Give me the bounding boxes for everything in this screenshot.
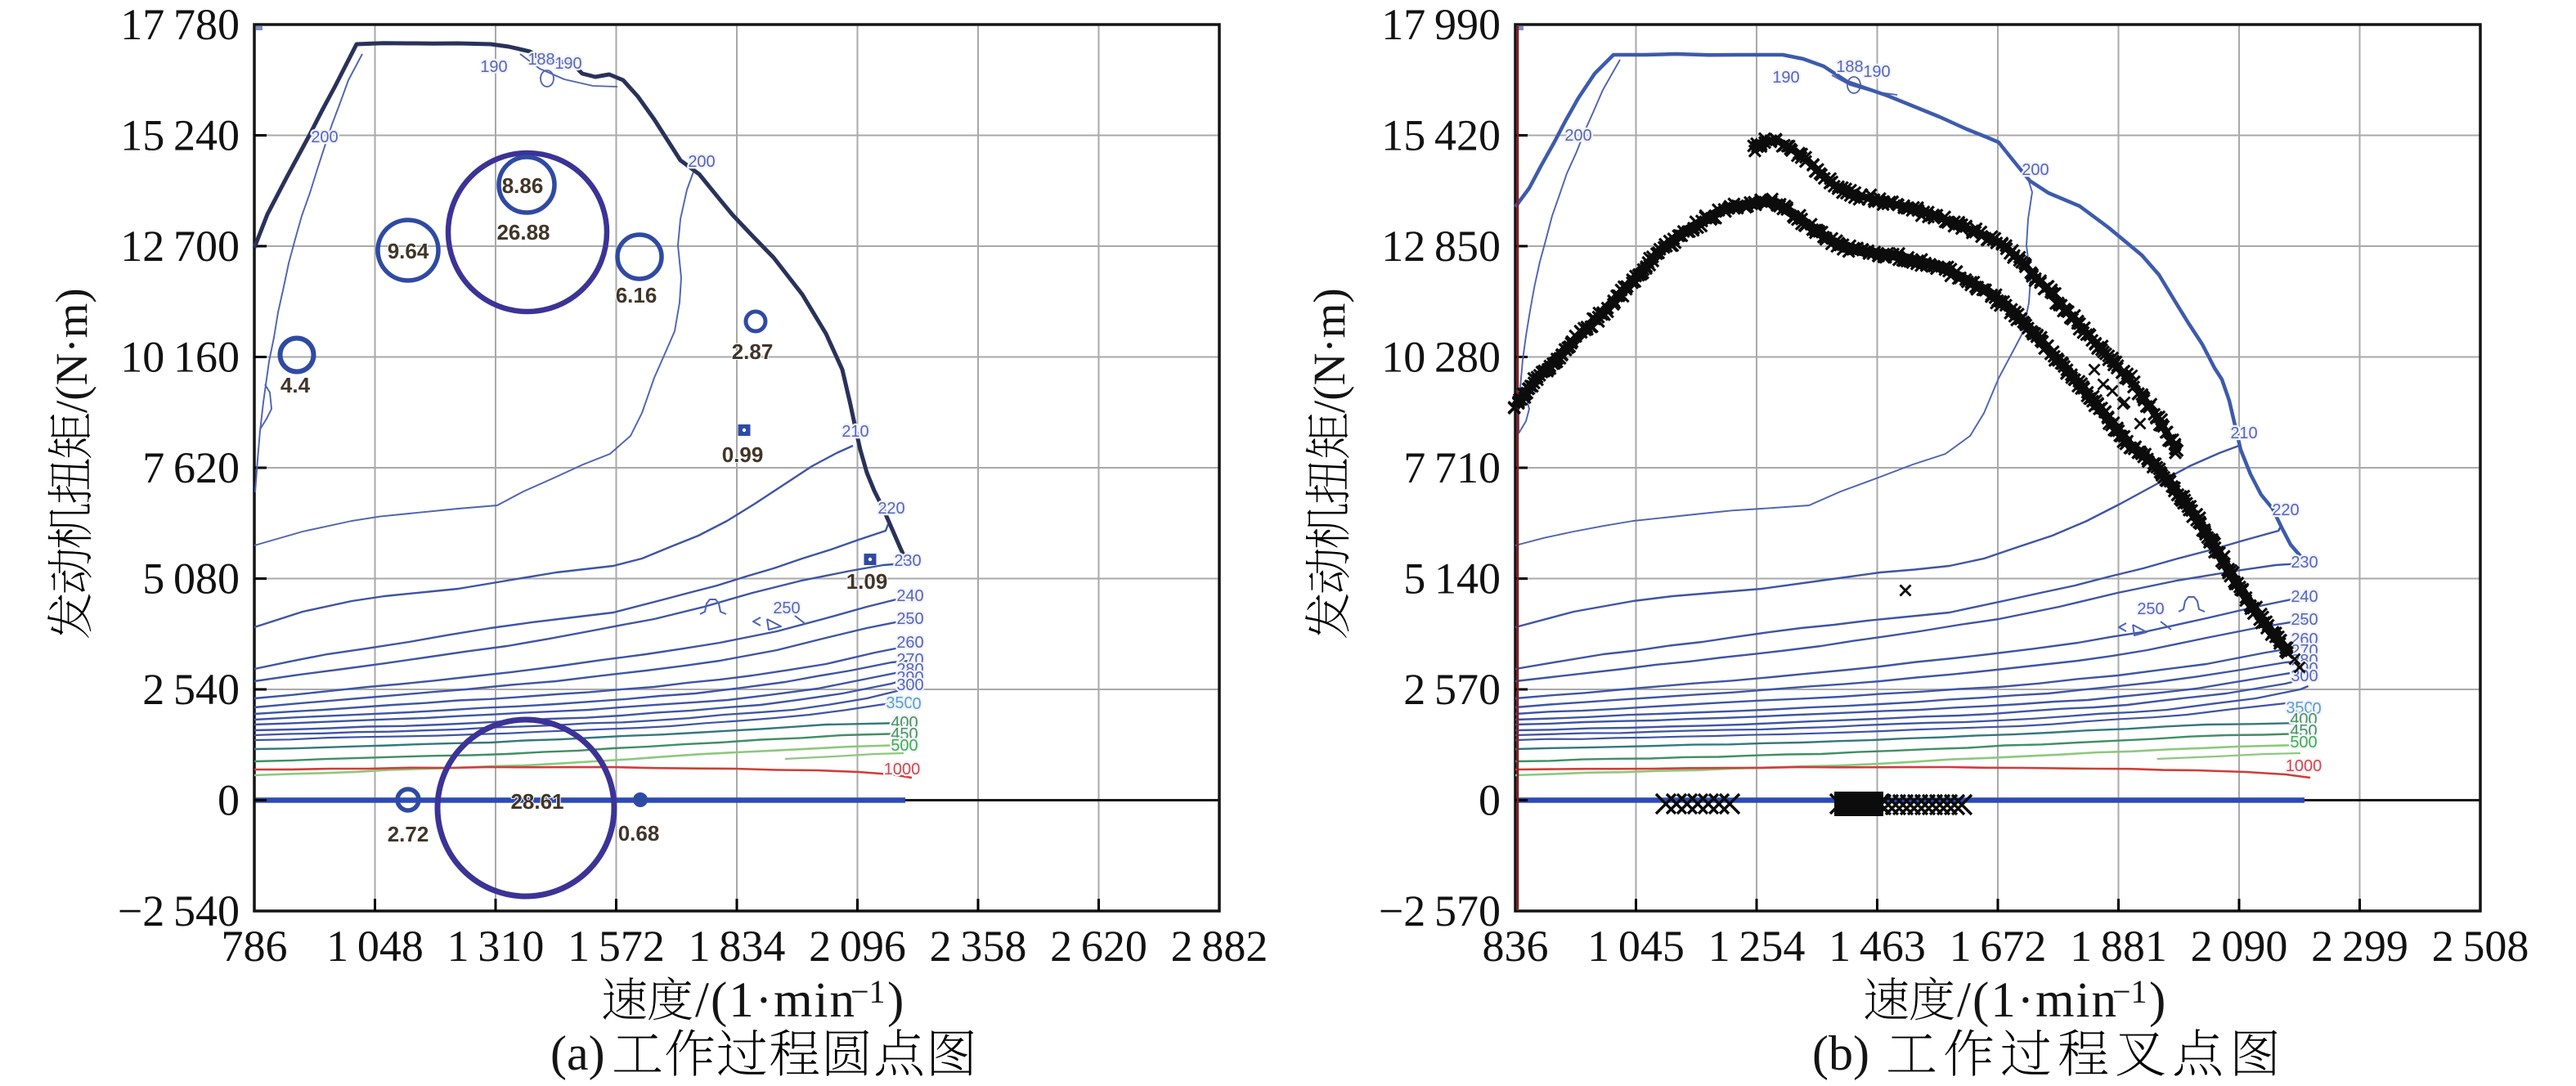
svg-text:250: 250 bbox=[2137, 600, 2164, 618]
svg-text:8.86: 8.86 bbox=[502, 173, 544, 198]
svg-text:12 700: 12 700 bbox=[120, 222, 240, 271]
svg-text:188: 188 bbox=[527, 51, 554, 69]
svg-text:190: 190 bbox=[554, 55, 581, 73]
svg-text:280: 280 bbox=[896, 661, 923, 679]
svg-text:0.99: 0.99 bbox=[722, 442, 764, 467]
svg-text:220: 220 bbox=[2272, 501, 2299, 519]
svg-text:260: 260 bbox=[2291, 631, 2318, 648]
svg-text:0: 0 bbox=[218, 776, 240, 825]
svg-text:230: 230 bbox=[2291, 554, 2318, 572]
svg-text:2.72: 2.72 bbox=[388, 822, 429, 846]
svg-text:17 990: 17 990 bbox=[1381, 0, 1501, 49]
svg-text:1 834: 1 834 bbox=[689, 922, 786, 971]
svg-text:12 850: 12 850 bbox=[1381, 222, 1501, 271]
svg-text:5 080: 5 080 bbox=[142, 554, 240, 604]
svg-text:2.87: 2.87 bbox=[732, 339, 774, 364]
svg-text:7 620: 7 620 bbox=[142, 443, 240, 492]
svg-text:−2 540: −2 540 bbox=[118, 886, 240, 936]
svg-text:−1: −1 bbox=[850, 973, 886, 1010]
svg-text:290: 290 bbox=[896, 669, 923, 687]
svg-text:1.09: 1.09 bbox=[846, 569, 888, 594]
svg-text:): ) bbox=[887, 973, 904, 1028]
svg-text:2 299: 2 299 bbox=[2311, 922, 2408, 971]
svg-text:/(N·m): /(N·m) bbox=[1304, 288, 1354, 413]
svg-text:2 508: 2 508 bbox=[2432, 922, 2529, 971]
svg-text:10 160: 10 160 bbox=[120, 333, 240, 382]
svg-text:15 420: 15 420 bbox=[1381, 111, 1501, 160]
svg-text:350: 350 bbox=[886, 694, 913, 712]
svg-text:10 280: 10 280 bbox=[1381, 333, 1501, 382]
svg-text:4.4: 4.4 bbox=[280, 373, 311, 397]
svg-text:190: 190 bbox=[480, 58, 507, 76]
svg-text:2 540: 2 540 bbox=[142, 665, 240, 714]
svg-text:28.61: 28.61 bbox=[510, 789, 563, 814]
svg-text:7 710: 7 710 bbox=[1403, 443, 1501, 492]
svg-text:): ) bbox=[2149, 973, 2165, 1028]
svg-text:1000: 1000 bbox=[2286, 757, 2322, 775]
svg-text:350: 350 bbox=[2286, 699, 2313, 717]
svg-text:836: 836 bbox=[1483, 922, 1549, 971]
svg-text:200: 200 bbox=[2022, 161, 2049, 179]
svg-text:2 882: 2 882 bbox=[1171, 922, 1268, 971]
svg-text:260: 260 bbox=[896, 634, 923, 652]
svg-text:1 254: 1 254 bbox=[1708, 922, 1806, 971]
svg-text:2 620: 2 620 bbox=[1050, 922, 1147, 971]
svg-text:1 310: 1 310 bbox=[447, 922, 545, 971]
svg-text:250: 250 bbox=[773, 599, 800, 617]
svg-text:−1: −1 bbox=[2112, 973, 2147, 1010]
svg-text:1 881: 1 881 bbox=[2070, 922, 2167, 971]
svg-text:250: 250 bbox=[896, 610, 923, 628]
svg-text:/(N·m): /(N·m) bbox=[47, 288, 96, 413]
svg-text:0: 0 bbox=[2312, 700, 2321, 718]
svg-text:500: 500 bbox=[891, 737, 918, 755]
svg-text:210: 210 bbox=[841, 423, 868, 441]
svg-text:17 780: 17 780 bbox=[120, 0, 240, 49]
svg-text:9.64: 9.64 bbox=[388, 239, 429, 263]
svg-text:1000: 1000 bbox=[884, 761, 921, 779]
svg-text:200: 200 bbox=[1564, 127, 1591, 145]
svg-text:(b): (b) bbox=[1812, 1026, 1869, 1080]
svg-text:−2 570: −2 570 bbox=[1379, 886, 1501, 936]
svg-text:240: 240 bbox=[896, 587, 923, 605]
svg-text:188: 188 bbox=[1836, 58, 1863, 76]
svg-text:200: 200 bbox=[311, 128, 338, 146]
svg-text:15 240: 15 240 bbox=[120, 111, 240, 160]
svg-text:220: 220 bbox=[877, 500, 904, 518]
svg-text:250: 250 bbox=[2291, 611, 2318, 629]
svg-text:230: 230 bbox=[894, 552, 921, 570]
svg-text:0: 0 bbox=[912, 695, 921, 713]
svg-text:210: 210 bbox=[2230, 424, 2257, 442]
svg-text:270: 270 bbox=[896, 651, 923, 669]
svg-text:190: 190 bbox=[1772, 69, 1799, 87]
svg-text:0: 0 bbox=[1479, 776, 1501, 825]
svg-text:1 572: 1 572 bbox=[568, 922, 665, 971]
svg-text:190: 190 bbox=[1863, 63, 1890, 81]
svg-text:300: 300 bbox=[896, 676, 923, 694]
svg-text:1 045: 1 045 bbox=[1587, 922, 1685, 971]
svg-text:450: 450 bbox=[2290, 722, 2317, 740]
svg-text:(a): (a) bbox=[550, 1026, 605, 1080]
svg-text:1 048: 1 048 bbox=[326, 922, 424, 971]
svg-text:2 570: 2 570 bbox=[1403, 665, 1501, 714]
svg-text:5 140: 5 140 bbox=[1403, 554, 1501, 604]
svg-text:2 358: 2 358 bbox=[930, 922, 1027, 971]
svg-text:/(1·min: /(1·min bbox=[695, 973, 856, 1028]
svg-text:240: 240 bbox=[2291, 588, 2318, 606]
svg-text:1 463: 1 463 bbox=[1829, 922, 1926, 971]
svg-text:400: 400 bbox=[2290, 711, 2317, 729]
svg-text:400: 400 bbox=[891, 714, 918, 732]
svg-text:26.88: 26.88 bbox=[496, 220, 550, 245]
svg-text:6.16: 6.16 bbox=[616, 283, 657, 307]
svg-text:500: 500 bbox=[2290, 734, 2317, 752]
svg-text:1 672: 1 672 bbox=[1950, 922, 2047, 971]
svg-text:0.68: 0.68 bbox=[618, 821, 660, 846]
svg-text:200: 200 bbox=[688, 153, 715, 171]
svg-text:2 096: 2 096 bbox=[809, 922, 906, 971]
svg-text:786: 786 bbox=[222, 922, 288, 971]
svg-text:2 090: 2 090 bbox=[2191, 922, 2288, 971]
svg-text:/(1·min: /(1·min bbox=[1957, 973, 2118, 1028]
svg-text:450: 450 bbox=[891, 725, 918, 743]
svg-text:300: 300 bbox=[2291, 667, 2318, 685]
